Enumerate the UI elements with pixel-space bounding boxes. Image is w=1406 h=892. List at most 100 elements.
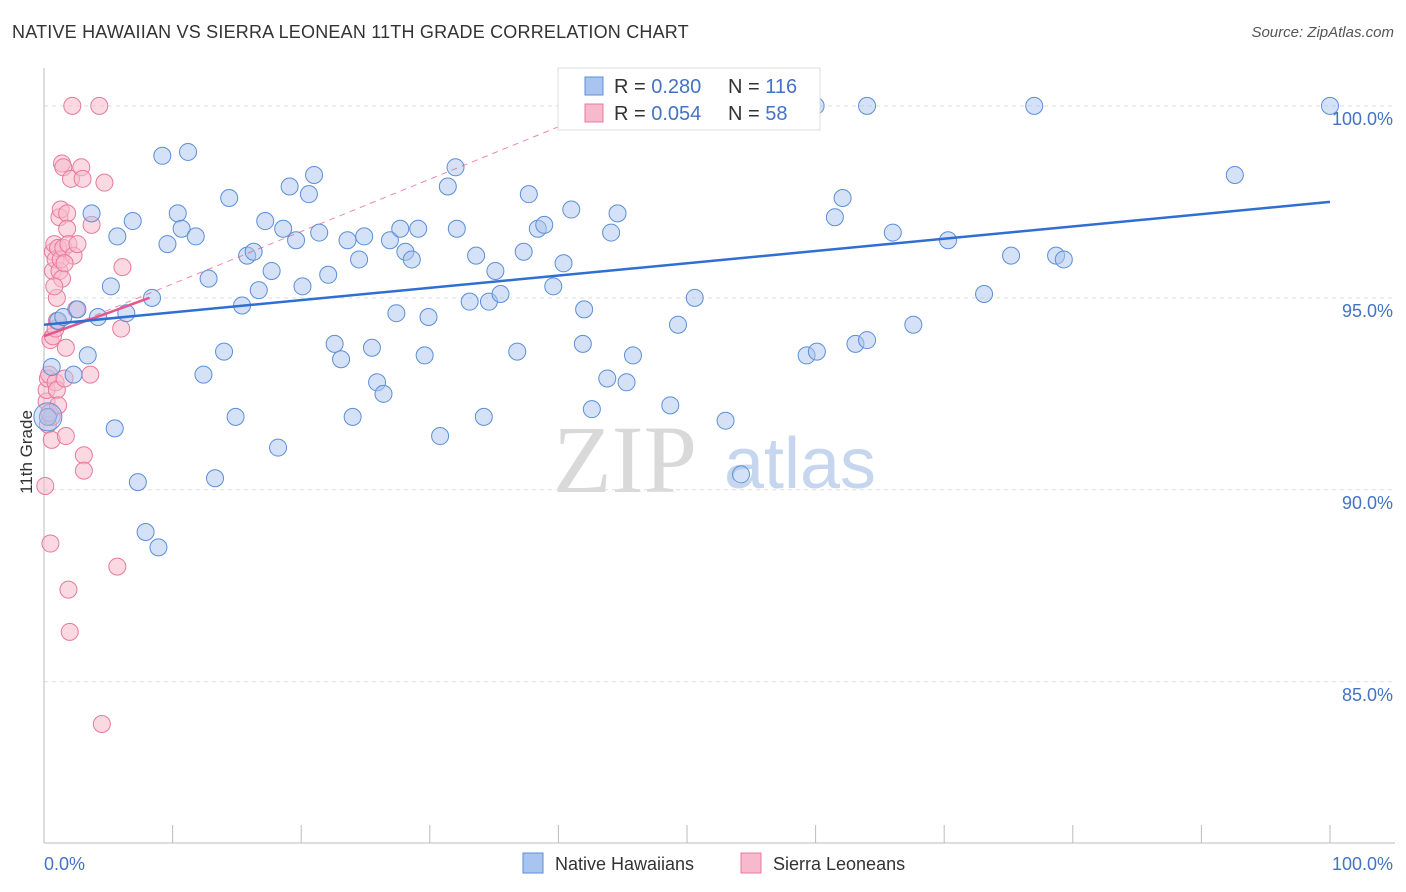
point-native-hawaiian (123, 212, 142, 231)
point-native-hawaiian (582, 400, 601, 419)
r-value-pink: 0.054 (651, 103, 701, 125)
r-label-pink: R = (614, 103, 651, 125)
point-native-hawaiian (206, 469, 225, 488)
point-native-hawaiian (623, 346, 642, 365)
point-native-hawaiian (668, 315, 687, 334)
n-label-blue: N = (728, 76, 765, 98)
trend-lines (43, 105, 1331, 338)
x-tick-label-end: 100.0% (1332, 854, 1393, 874)
point-native-hawaiian (168, 204, 187, 223)
trend-sierra-leoneans (43, 296, 150, 338)
point-native-hawaiian (562, 200, 581, 219)
point-sierra-leonean (49, 396, 68, 415)
watermark: ZIP atlas (553, 406, 876, 513)
point-native-hawaiian (226, 407, 245, 426)
point-sierra-leonean (113, 258, 132, 277)
point-sierra-leonean (95, 173, 114, 192)
point-native-hawaiian (153, 146, 172, 165)
y-tick-label-95: 95.0% (1342, 301, 1393, 321)
point-native-hawaiian (287, 231, 306, 250)
point-native-hawaiian (38, 407, 57, 426)
point-native-hawaiian (617, 373, 636, 392)
point-native-hawaiian (64, 365, 83, 384)
point-sierra-leonean (58, 204, 77, 223)
point-sierra-leonean (36, 476, 55, 495)
point-native-hawaiian (249, 281, 268, 300)
r-value-blue: 0.280 (651, 76, 701, 98)
point-native-hawaiian (128, 473, 147, 492)
point-native-hawaiian (244, 242, 263, 261)
point-native-hawaiian (256, 212, 275, 231)
point-native-hawaiian (179, 142, 198, 161)
point-native-hawaiian (1025, 96, 1044, 115)
legend-label-native-hawaiians: Native Hawaiians (555, 854, 694, 874)
point-sierra-leonean (60, 622, 79, 641)
point-native-hawaiian (387, 304, 406, 323)
point-native-hawaiian (975, 284, 994, 303)
point-native-hawaiian (108, 227, 127, 246)
point-native-hawaiian (269, 438, 288, 457)
point-native-hawaiian (807, 342, 826, 361)
point-native-hawaiian (514, 242, 533, 261)
y-tick-label-100: 100.0% (1332, 109, 1393, 129)
point-sierra-leonean (112, 319, 131, 338)
point-native-hawaiian (186, 227, 205, 246)
point-sierra-leonean (59, 580, 78, 599)
point-sierra-leonean (90, 96, 109, 115)
point-native-hawaiian (105, 419, 124, 438)
point-native-hawaiian (299, 185, 318, 204)
n-value-blue: 116 (765, 76, 797, 98)
point-native-hawaiian (402, 250, 421, 269)
watermark-zip: ZIP (553, 406, 697, 513)
n-value-pink: 58 (765, 103, 787, 125)
point-native-hawaiian (319, 265, 338, 284)
point-native-hawaiian (939, 231, 958, 250)
point-native-hawaiian (883, 223, 902, 242)
point-native-hawaiian (732, 465, 751, 484)
point-native-hawaiian (158, 235, 177, 254)
point-native-hawaiian (82, 204, 101, 223)
point-native-hawaiian (608, 204, 627, 223)
svg-text:N = 58: N = 58 (728, 103, 788, 125)
point-native-hawaiian (409, 219, 428, 238)
point-native-hawaiian (438, 177, 457, 196)
point-sierra-leonean (56, 338, 75, 357)
point-native-hawaiian (199, 269, 218, 288)
point-native-hawaiian (661, 396, 680, 415)
svg-text:R = 0.054: R = 0.054 (614, 103, 701, 125)
point-native-hawaiian (332, 350, 351, 369)
point-sierra-leonean (55, 254, 74, 273)
point-native-hawaiian (833, 189, 852, 208)
point-sierra-leonean (81, 365, 100, 384)
point-native-hawaiian (858, 331, 877, 350)
point-native-hawaiian (467, 246, 486, 265)
point-native-hawaiian (486, 261, 505, 280)
point-native-hawaiian (194, 365, 213, 384)
point-native-hawaiian (575, 300, 594, 319)
point-native-hawaiian (215, 342, 234, 361)
point-sierra-leonean (41, 534, 60, 553)
point-native-hawaiian (355, 227, 374, 246)
point-native-hawaiian (419, 308, 438, 327)
point-sierra-leonean (68, 235, 87, 254)
point-native-hawaiian (519, 185, 538, 204)
point-sierra-leonean (56, 427, 75, 446)
point-native-hawaiian (374, 384, 393, 403)
y-tick-labels: 100.0% 95.0% 90.0% 85.0% (1332, 109, 1393, 705)
point-native-hawaiian (446, 158, 465, 177)
point-sierra-leonean (45, 277, 64, 296)
n-label-pink: N = (728, 103, 765, 125)
y-axis-title: 11th Grade (17, 410, 36, 494)
point-native-hawaiian (33, 402, 63, 432)
point-native-hawaiian (573, 334, 592, 353)
point-native-hawaiian (554, 254, 573, 273)
point-native-hawaiian (274, 219, 293, 238)
x-tick-labels: 0.0% 100.0% (44, 854, 1393, 874)
point-native-hawaiian (544, 277, 563, 296)
chart-title: NATIVE HAWAIIAN VS SIERRA LEONEAN 11TH G… (12, 22, 689, 42)
point-sierra-leonean (92, 714, 111, 733)
source-label: Source: ZipAtlas.com (1251, 24, 1394, 41)
legend-swatch-sierra-leoneans (740, 852, 762, 874)
point-native-hawaiian (325, 334, 344, 353)
point-native-hawaiian (343, 407, 362, 426)
